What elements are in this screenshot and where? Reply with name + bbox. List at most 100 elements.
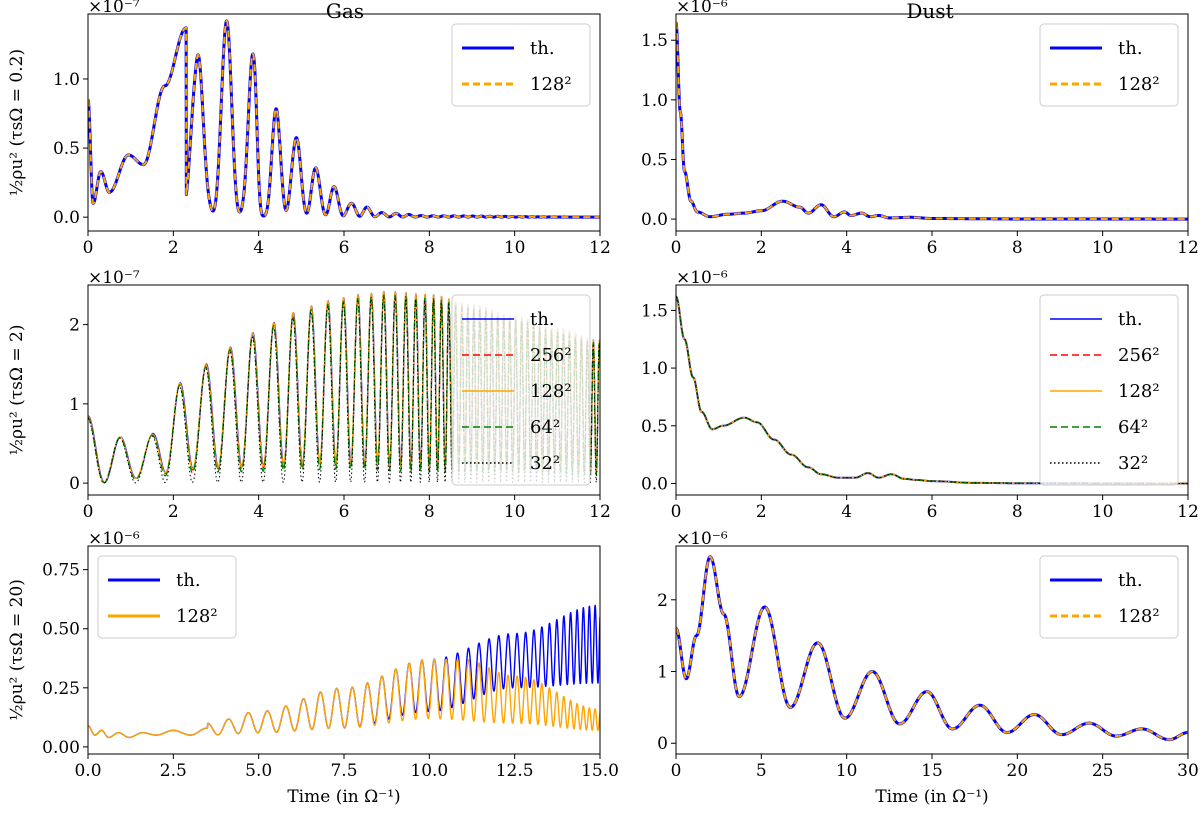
x-tick-label: 10 — [504, 502, 526, 522]
legend-label: 32² — [1118, 453, 1148, 474]
y-tick-label: 1.5 — [641, 31, 668, 51]
panel-dust-row2: 0 2 4 6 8 10 12 0.0 0.5 1.0 1.5 ×10⁻⁶ th. 256² 128² 64²… — [641, 268, 1199, 522]
axis-multiplier: ×10⁻⁶ — [676, 529, 728, 549]
y-tick-label: 1.0 — [641, 359, 668, 379]
series-128 — [88, 658, 600, 739]
y-axis-label: ½ρu² (τsΩ = 20) — [7, 579, 27, 721]
legend-label: 128² — [530, 381, 572, 402]
y-tick-label: 1.0 — [641, 91, 668, 111]
x-tick-label: 4 — [253, 502, 264, 522]
panel-gas-row1: 0 2 4 6 8 10 12 0.0 0.5 1.0 ×10⁻⁷ ½ρu² (τsΩ = 0.2) t… — [7, 0, 611, 258]
x-tick-label: 10 — [504, 238, 526, 258]
legend-label: th. — [176, 570, 201, 591]
y-tick-label: 0 — [657, 734, 668, 754]
x-tick-label: 10 — [836, 761, 858, 781]
y-tick-label: 0.5 — [53, 139, 80, 159]
y-tick-label: 0.0 — [641, 210, 668, 230]
x-axis-label: Time (in Ω⁻¹) — [875, 787, 988, 807]
legend-label: th. — [530, 38, 555, 59]
x-tick-label: 0 — [671, 761, 682, 781]
axis-multiplier: ×10⁻⁷ — [88, 0, 140, 17]
legend-label: 256² — [530, 345, 572, 366]
y-tick-label: 0.0 — [641, 474, 668, 494]
legend: th. 128² — [1039, 555, 1179, 639]
panel-dust-row1: 0 2 4 6 8 10 12 0.0 0.5 1.0 1.5 ×10⁻⁶ th. 128² — [641, 0, 1199, 258]
x-tick-label: 20 — [1007, 761, 1029, 781]
y-tick-label: 0.00 — [42, 738, 80, 758]
x-tick-label: 25 — [1092, 761, 1114, 781]
x-tick-label: 0 — [83, 502, 94, 522]
x-tick-label: 2 — [756, 502, 767, 522]
series-128 — [676, 555, 1188, 741]
x-tick-label: 15 — [921, 761, 943, 781]
y-tick-label: 0.25 — [42, 679, 80, 699]
legend: th. 256² 128² 64² 32² — [451, 294, 591, 486]
x-tick-label: 0 — [83, 238, 94, 258]
y-axis-label: ½ρu² (τsΩ = 0.2) — [7, 49, 27, 196]
x-tick-label: 8 — [424, 502, 435, 522]
legend-label: th. — [530, 309, 555, 330]
legend-label: th. — [1118, 38, 1143, 59]
plot-area — [88, 604, 600, 739]
x-tick-label: 6 — [339, 238, 350, 258]
x-tick-label: 12 — [1177, 502, 1199, 522]
legend-label: th. — [1118, 309, 1143, 330]
axis-multiplier: ×10⁻⁶ — [88, 529, 140, 549]
legend: th. 128² — [97, 555, 237, 639]
y-tick-label: 0.50 — [42, 620, 80, 640]
x-tick-label: 8 — [1012, 238, 1023, 258]
legend: th. 256² 128² 64² 32² — [1039, 294, 1179, 486]
y-tick-label: 0.0 — [53, 208, 80, 228]
y-tick-label: 0.5 — [641, 150, 668, 170]
y-tick-label: 0.5 — [641, 417, 668, 437]
axis-multiplier: ×10⁻⁷ — [88, 268, 140, 288]
x-tick-label: 7.5 — [330, 761, 357, 781]
x-tick-label: 15.0 — [581, 761, 619, 781]
y-axis-label: ½ρu² (τsΩ = 2) — [7, 325, 27, 456]
axis-multiplier: ×10⁻⁶ — [676, 0, 728, 17]
legend-label: 64² — [530, 417, 560, 438]
panels: 0 2 4 6 8 10 120.00.51.0×10⁻⁷½ρu² (τsΩ = 0.2)t… — [7, 0, 1199, 807]
legend-label: 128² — [530, 74, 572, 95]
x-tick-label: 6 — [339, 502, 350, 522]
legend-label: 128² — [176, 606, 218, 627]
y-tick-label: 2 — [69, 316, 80, 336]
x-tick-label: 30 — [1177, 761, 1199, 781]
y-tick-label: 2 — [657, 591, 668, 611]
legend-label: 32² — [530, 453, 560, 474]
x-tick-label: 0 — [671, 502, 682, 522]
axis-multiplier: ×10⁻⁶ — [676, 268, 728, 288]
x-tick-label: 2 — [168, 238, 179, 258]
legend-label: 128² — [1118, 606, 1160, 627]
column-title-gas: Gas — [326, 0, 364, 23]
y-tick-label: 1 — [657, 663, 668, 683]
x-tick-label: 2 — [168, 502, 179, 522]
x-tick-label: 0.0 — [74, 761, 101, 781]
x-tick-label: 5.0 — [245, 761, 272, 781]
plot-area — [88, 19, 600, 219]
series-128 — [676, 22, 1188, 221]
x-tick-label: 12.5 — [496, 761, 534, 781]
x-tick-label: 10 — [1092, 502, 1114, 522]
plot-area — [676, 555, 1188, 742]
series-128 — [88, 19, 600, 219]
x-tick-label: 0 — [671, 238, 682, 258]
x-tick-label: 4 — [841, 238, 852, 258]
x-tick-label: 12 — [589, 502, 611, 522]
x-tick-label: 8 — [424, 238, 435, 258]
x-tick-label: 8 — [1012, 502, 1023, 522]
panel-dust-row3: 0 5 10 15 20 25 30 0 1 2 ×10⁻⁶ Time (in Ω⁻¹) th. 128² — [657, 529, 1199, 807]
legend-label: 256² — [1118, 345, 1160, 366]
y-tick-label: 1.0 — [53, 70, 80, 90]
x-tick-label: 4 — [253, 238, 264, 258]
x-tick-label: 2 — [756, 238, 767, 258]
legend-label: 64² — [1118, 417, 1148, 438]
legend-label: 128² — [1118, 381, 1160, 402]
legend: th. 128² — [451, 23, 591, 107]
x-tick-label: 12 — [1177, 238, 1199, 258]
x-tick-label: 4 — [841, 502, 852, 522]
legend-label: th. — [1118, 570, 1143, 591]
x-tick-label: 12 — [589, 238, 611, 258]
x-tick-label: 10.0 — [410, 761, 448, 781]
